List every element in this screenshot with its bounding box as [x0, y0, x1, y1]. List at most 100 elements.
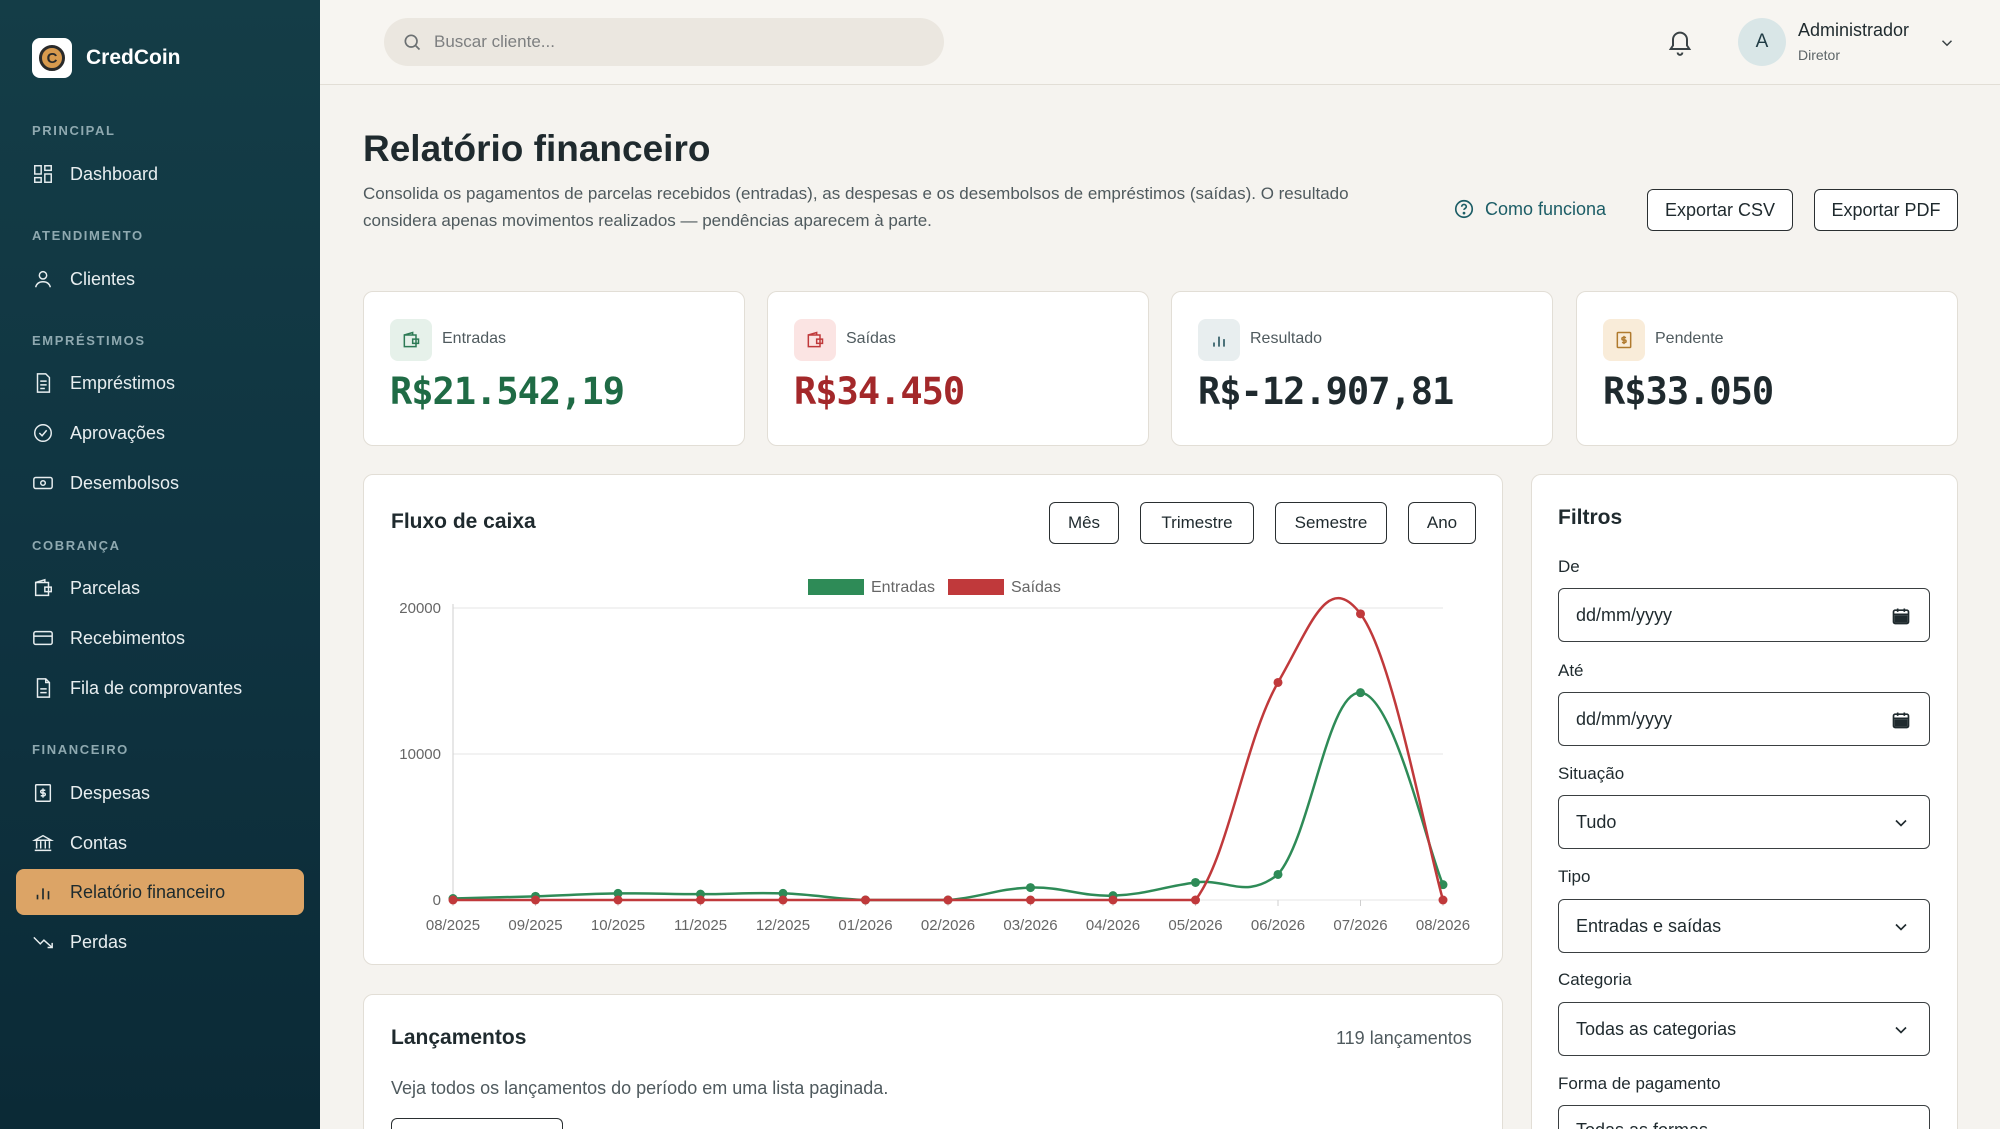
- kpi-card-resultado: Resultado R$-12.907,81: [1171, 291, 1553, 446]
- sidebar: C CredCoin PRINCIPAL Dashboard ATENDIMEN…: [0, 0, 320, 1129]
- nav-section-cobranca: COBRANÇA: [32, 538, 121, 553]
- period-month-button[interactable]: Mês: [1049, 502, 1119, 544]
- export-csv-button[interactable]: Exportar CSV: [1647, 189, 1793, 231]
- sidebar-item-emprestimos[interactable]: Empréstimos: [16, 360, 304, 406]
- sidebar-item-aprovacoes[interactable]: Aprovações: [16, 410, 304, 456]
- sidebar-item-label: Perdas: [70, 931, 128, 952]
- data-point: [1108, 895, 1118, 905]
- brand[interactable]: C CredCoin: [32, 38, 181, 78]
- brand-logo-icon: C: [32, 38, 72, 78]
- sidebar-item-dashboard[interactable]: Dashboard: [16, 151, 304, 197]
- legend-label: Saídas: [1011, 579, 1061, 596]
- filter-status-select[interactable]: Tudo: [1558, 795, 1930, 849]
- filter-from-date-input[interactable]: dd/mm/yyyy: [1558, 588, 1930, 642]
- wallet-icon: [794, 319, 836, 361]
- calendar-icon: [1892, 608, 1910, 625]
- search-input[interactable]: [434, 32, 914, 52]
- kpi-label: Pendente: [1655, 330, 1724, 347]
- kpi-label: Entradas: [442, 330, 507, 347]
- legend-swatch: [948, 579, 1004, 595]
- filter-payment-label: Forma de pagamento: [1558, 1074, 1721, 1093]
- data-point: [448, 895, 458, 905]
- period-semester-button[interactable]: Semestre: [1275, 502, 1387, 544]
- sidebar-item-recebimentos[interactable]: Recebimentos: [16, 615, 304, 661]
- x-tick-label: 07/2026: [1333, 917, 1387, 934]
- series-line-entradas: [452, 691, 1445, 902]
- filter-payment-select[interactable]: Todas as formas: [1558, 1105, 1930, 1129]
- kpi-label: Saídas: [846, 330, 896, 347]
- trending-down-icon: [33, 936, 53, 949]
- sidebar-item-fila-de-comprovantes[interactable]: Fila de comprovantes: [16, 665, 304, 711]
- sidebar-item-label: Recebimentos: [70, 627, 186, 648]
- nav-section-principal: PRINCIPAL: [32, 123, 116, 138]
- data-point: [613, 895, 623, 905]
- filter-status-value: Tudo: [1576, 811, 1617, 832]
- kpi-label: Resultado: [1250, 330, 1323, 347]
- lancamentos-count: 119 lançamentos: [1336, 1028, 1472, 1048]
- user-role: Diretor: [1798, 47, 1841, 63]
- data-point: [531, 895, 540, 905]
- bank-icon: [32, 834, 54, 852]
- bell-icon[interactable]: [1666, 28, 1694, 56]
- data-point: [613, 888, 623, 898]
- bar-chart-icon: [36, 888, 50, 900]
- check-circle-icon: [34, 424, 52, 442]
- x-tick-label: 08/2026: [1416, 917, 1470, 934]
- sidebar-item-contas[interactable]: Contas: [16, 820, 304, 866]
- how-it-works-link[interactable]: Como funciona: [1453, 198, 1606, 220]
- x-tick-label: 06/2026: [1251, 917, 1305, 934]
- sidebar-item-parcelas[interactable]: Parcelas: [16, 565, 304, 611]
- cashflow-card: [363, 474, 1503, 965]
- x-tick-label: 11/2025: [674, 917, 727, 934]
- kpi-value: R$33.050: [1603, 370, 1774, 413]
- legend-label: Entradas: [871, 579, 935, 596]
- sidebar-item-perdas[interactable]: Perdas: [16, 919, 304, 965]
- period-quarter-button[interactable]: Trimestre: [1140, 502, 1254, 544]
- x-tick-label: 12/2025: [756, 917, 810, 934]
- sidebar-item-desembolsos[interactable]: Desembolsos: [16, 460, 304, 506]
- filter-to-label: Até: [1558, 661, 1584, 680]
- data-point: [1356, 688, 1365, 698]
- search-box[interactable]: [384, 18, 944, 66]
- chevron-down-icon: [1895, 1026, 1907, 1034]
- filter-from-label: De: [1558, 557, 1580, 576]
- series-line-saídas: [453, 597, 1445, 902]
- y-tick-label: 20000: [399, 600, 441, 617]
- filter-to-date-input[interactable]: dd/mm/yyyy: [1558, 692, 1930, 746]
- receipt-icon: [34, 784, 52, 802]
- sidebar-item-relatorio-financeiro[interactable]: Relatório financeiro: [16, 869, 304, 915]
- sidebar-item-label: Desembolsos: [70, 472, 180, 493]
- lancamentos-card: [363, 994, 1503, 1129]
- data-point: [1273, 869, 1283, 879]
- data-point: [778, 888, 788, 898]
- sidebar-item-clientes[interactable]: Clientes: [16, 256, 304, 302]
- kpi-card-saidas: Saídas R$34.450: [767, 291, 1149, 446]
- brand-name: CredCoin: [86, 46, 181, 69]
- data-point: [696, 895, 705, 905]
- topbar: A Administrador Diretor: [320, 0, 2000, 85]
- view-entries-button[interactable]: [391, 1118, 563, 1129]
- filter-status-label: Situação: [1558, 764, 1625, 783]
- x-tick-label: 08/2025: [426, 917, 480, 934]
- filters-title: Filtros: [1558, 506, 1623, 529]
- filter-type-select[interactable]: Entradas e saídas: [1558, 899, 1930, 953]
- banknote-icon: [33, 476, 53, 490]
- sidebar-item-despesas[interactable]: Despesas: [16, 770, 304, 816]
- period-year-button[interactable]: Ano: [1408, 502, 1476, 544]
- data-point: [1026, 895, 1035, 905]
- filter-category-select[interactable]: Todas as categorias: [1558, 1002, 1930, 1056]
- page-description: Consolida os pagamentos de parcelas rece…: [363, 184, 1349, 230]
- chevron-down-icon: [1895, 819, 1907, 827]
- chevron-down-icon[interactable]: [1938, 34, 1956, 52]
- filter-from-value: dd/mm/yyyy: [1576, 604, 1673, 625]
- user-name[interactable]: Administrador: [1798, 20, 1910, 40]
- data-point: [1191, 877, 1200, 887]
- filter-type-label: Tipo: [1558, 867, 1591, 886]
- avatar[interactable]: A: [1738, 18, 1786, 66]
- sidebar-item-label: Fila de comprovantes: [70, 677, 243, 698]
- export-pdf-button[interactable]: Exportar PDF: [1814, 189, 1958, 231]
- sidebar-item-label: Contas: [70, 832, 128, 853]
- data-point: [1191, 895, 1200, 905]
- lancamentos-description: Veja todos os lançamentos do período em …: [391, 1078, 889, 1098]
- cashflow-title: Fluxo de caixa: [391, 510, 536, 533]
